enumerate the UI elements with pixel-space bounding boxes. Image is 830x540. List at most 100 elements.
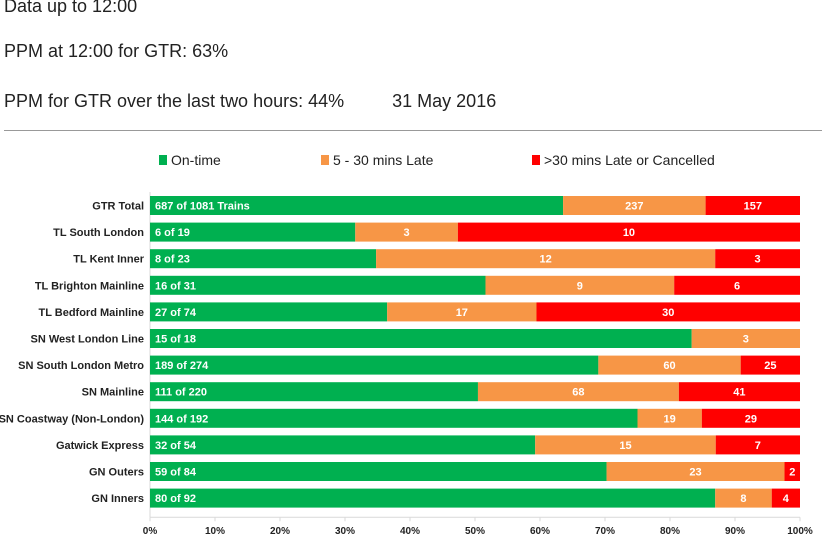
bar-data-label: 10 xyxy=(623,227,635,239)
bar-data-label: 9 xyxy=(577,280,583,292)
bar-data-label: 3 xyxy=(743,334,749,346)
category-label: TL Brighton Mainline xyxy=(35,280,144,292)
bar-data-label: 25 xyxy=(764,360,776,372)
legend-late: 5 - 30 mins Late xyxy=(321,152,433,168)
bar-segment-late xyxy=(563,196,706,215)
bar-segment-ontime xyxy=(150,435,536,455)
bar-data-label: 32 of 54 xyxy=(155,440,197,452)
bar-segment-late xyxy=(691,329,800,348)
bar-segment-ontime xyxy=(150,462,607,481)
x-tick-label: 10% xyxy=(205,526,225,537)
legend-swatch-verylate xyxy=(532,155,540,165)
category-label: TL South London xyxy=(53,227,144,239)
divider xyxy=(4,130,822,131)
category-label: SN Mainline xyxy=(82,387,144,399)
bar-segment-late xyxy=(637,408,702,428)
bar-segment-verylate xyxy=(678,382,800,402)
bar-data-label: 189 of 274 xyxy=(155,360,209,372)
bar-segment-verylate xyxy=(536,302,800,322)
bar-data-label: 15 xyxy=(619,440,631,452)
bar-segment-verylate xyxy=(674,275,800,295)
bar-segment-ontime xyxy=(150,488,716,508)
category-label: GN Inners xyxy=(91,493,144,505)
bar-segment-verylate xyxy=(457,222,800,242)
x-tick-label: 40% xyxy=(400,526,420,537)
x-tick-label: 80% xyxy=(660,526,680,537)
bar-segment-ontime xyxy=(150,355,599,375)
bar-segment-ontime xyxy=(150,249,377,269)
bar-segment-ontime xyxy=(150,408,638,428)
bar-segment-verylate xyxy=(771,488,800,508)
category-label: TL Kent Inner xyxy=(73,254,144,266)
bar-data-label: 687 of 1081 Trains xyxy=(155,201,250,213)
bar-data-label: 15 of 18 xyxy=(155,334,196,346)
category-label: Gatwick Express xyxy=(56,440,144,452)
bar-segment-verylate xyxy=(701,408,800,428)
bar-data-label: 17 xyxy=(456,307,468,319)
bar-data-label: 8 of 23 xyxy=(155,254,190,266)
bar-segment-late xyxy=(715,488,772,508)
bar-data-label: 16 of 31 xyxy=(155,280,196,292)
x-tick-label: 90% xyxy=(725,526,745,537)
bar-segment-ontime xyxy=(150,222,356,242)
bar-data-label: 144 of 192 xyxy=(155,413,208,425)
bar-data-label: 8 xyxy=(740,493,746,505)
category-label: SN South London Metro xyxy=(18,360,144,372)
bar-data-label: 80 of 92 xyxy=(155,493,196,505)
category-label: SN West London Line xyxy=(31,334,144,346)
bar-data-label: 237 xyxy=(625,201,643,213)
ppm-two-hours-line: PPM for GTR over the last two hours: 44%… xyxy=(4,91,496,112)
bar-data-label: 6 xyxy=(734,280,740,292)
bar-segment-late xyxy=(477,382,679,402)
legend-swatch-late xyxy=(321,155,329,165)
bar-data-label: 68 xyxy=(572,387,584,399)
bar-data-label: 157 xyxy=(744,201,762,213)
bar-data-label: 4 xyxy=(783,493,790,505)
bar-segment-verylate xyxy=(740,355,800,375)
ppm-two-hours-text: PPM for GTR over the last two hours: 44% xyxy=(4,91,345,111)
bar-segment-verylate xyxy=(715,435,800,455)
bar-segment-ontime xyxy=(150,196,564,215)
bar-segment-verylate xyxy=(705,196,800,215)
x-tick-label: 60% xyxy=(530,526,550,537)
bar-data-label: 30 xyxy=(662,307,674,319)
bar-data-label: 2 xyxy=(789,467,795,479)
bar-segment-verylate xyxy=(784,462,800,481)
bar-segment-ontime xyxy=(150,382,478,402)
bar-data-label: 7 xyxy=(755,440,761,452)
legend-verylate: >30 mins Late or Cancelled xyxy=(532,152,715,168)
bar-data-label: 23 xyxy=(689,467,701,479)
category-label: GN Outers xyxy=(89,467,144,479)
bar-segment-ontime xyxy=(150,302,388,322)
bar-segment-ontime xyxy=(150,275,486,295)
legend-label-late: 5 - 30 mins Late xyxy=(333,152,434,168)
x-tick-label: 20% xyxy=(270,526,290,537)
legend-ontime: On-time xyxy=(159,152,221,168)
report-date: 31 May 2016 xyxy=(392,91,497,111)
bar-segment-ontime xyxy=(150,329,692,348)
category-label: TL Bedford Mainline xyxy=(38,307,144,319)
legend-swatch-ontime xyxy=(159,155,167,165)
bar-segment-late xyxy=(598,355,741,375)
bar-data-label: 111 of 220 xyxy=(155,387,207,399)
bar-segment-late xyxy=(535,435,716,455)
category-label: GTR Total xyxy=(92,201,144,213)
ppm-now-text: PPM at 12:00 for GTR: 63% xyxy=(4,41,229,61)
bar-segment-late xyxy=(387,302,537,322)
bar-data-label: 3 xyxy=(404,227,410,239)
x-tick-label: 30% xyxy=(335,526,355,537)
bar-segment-late xyxy=(606,462,785,481)
bar-data-label: 29 xyxy=(745,413,757,425)
x-tick-label: 50% xyxy=(465,526,485,537)
bar-data-label: 19 xyxy=(664,413,676,425)
x-tick-label: 0% xyxy=(143,526,158,537)
bar-segment-late xyxy=(485,275,675,295)
bar-data-label: 27 of 74 xyxy=(155,307,197,319)
bar-data-label: 6 of 19 xyxy=(155,227,190,239)
bar-data-label: 3 xyxy=(755,254,761,266)
bar-data-label: 12 xyxy=(540,254,552,266)
x-tick-label: 100% xyxy=(787,526,813,537)
bar-segment-late xyxy=(376,249,716,269)
category-label: SN Coastway (Non-London) xyxy=(0,413,144,425)
